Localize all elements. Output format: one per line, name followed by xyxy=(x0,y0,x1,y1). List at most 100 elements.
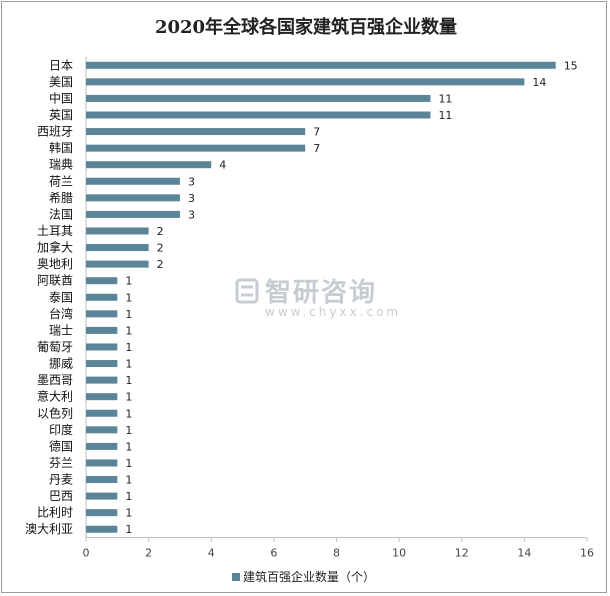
x-tick-label: 6 xyxy=(270,547,277,560)
x-tick-label: 10 xyxy=(392,547,406,560)
chart-title: 2020年全球各国家建筑百强企业数量 xyxy=(155,16,457,38)
x-tick-label: 12 xyxy=(455,547,469,560)
value-label: 3 xyxy=(188,208,195,221)
bar xyxy=(86,492,118,500)
category-label: 英国 xyxy=(49,108,73,122)
bar xyxy=(86,310,118,318)
category-label: 挪威 xyxy=(49,357,73,371)
value-label: 1 xyxy=(125,424,132,437)
bar xyxy=(86,525,118,533)
value-label: 1 xyxy=(125,374,132,387)
x-tick-label: 16 xyxy=(580,547,594,560)
bar xyxy=(86,227,149,235)
bar xyxy=(86,61,556,69)
bar xyxy=(86,376,118,384)
value-label: 1 xyxy=(125,391,132,404)
bar xyxy=(86,393,118,401)
value-label: 1 xyxy=(125,474,132,487)
value-label: 1 xyxy=(125,440,132,453)
bar xyxy=(86,94,431,102)
category-label: 芬兰 xyxy=(49,456,73,470)
value-label: 3 xyxy=(188,175,195,188)
bar xyxy=(86,277,118,285)
bar xyxy=(86,78,525,86)
watermark-url: www.chyxx.com xyxy=(265,305,401,319)
watermark-name: 智研咨询 xyxy=(265,277,377,308)
value-label: 3 xyxy=(188,192,195,205)
bar xyxy=(86,509,118,517)
bar xyxy=(86,111,431,119)
bar xyxy=(86,293,118,301)
category-label: 台湾 xyxy=(49,306,73,321)
value-label: 1 xyxy=(125,275,132,288)
value-label: 1 xyxy=(125,457,132,470)
category-label: 丹麦 xyxy=(49,473,73,487)
legend-label: 建筑百强企业数量（个） xyxy=(243,569,375,584)
bar xyxy=(86,326,118,334)
value-label: 7 xyxy=(313,142,320,155)
category-label: 泰国 xyxy=(49,290,73,304)
bar xyxy=(86,476,118,484)
category-label: 阿联酋 xyxy=(37,273,73,288)
x-tick-label: 2 xyxy=(145,547,152,560)
bar xyxy=(86,260,149,268)
bar xyxy=(86,128,306,136)
value-label: 1 xyxy=(125,291,132,304)
value-label: 2 xyxy=(157,258,164,271)
x-tick-label: 4 xyxy=(208,547,215,560)
category-label: 中国 xyxy=(49,90,73,105)
bar xyxy=(86,459,118,467)
category-label: 日本 xyxy=(49,58,73,72)
value-label: 1 xyxy=(125,523,132,536)
category-label: 韩国 xyxy=(49,140,73,155)
category-label: 以色列 xyxy=(37,406,73,420)
bar xyxy=(86,442,118,450)
value-label: 1 xyxy=(125,407,132,420)
bar xyxy=(86,343,118,351)
category-label: 德国 xyxy=(49,438,73,453)
watermark-logo-icon xyxy=(235,278,259,304)
value-label: 1 xyxy=(125,358,132,371)
value-label: 4 xyxy=(219,159,226,172)
bar xyxy=(86,426,118,434)
value-label: 1 xyxy=(125,507,132,520)
category-label: 希腊 xyxy=(49,190,73,205)
value-label: 1 xyxy=(125,490,132,503)
category-label: 加拿大 xyxy=(37,240,73,255)
x-tick-label: 14 xyxy=(517,547,531,560)
watermark: 智研咨询 www.chyxx.com xyxy=(235,277,401,319)
legend: 建筑百强企业数量（个） xyxy=(232,569,375,584)
category-label: 土耳其 xyxy=(37,224,73,238)
value-label: 1 xyxy=(125,324,132,337)
x-tick-label: 0 xyxy=(83,547,90,560)
bar xyxy=(86,177,180,185)
category-label: 西班牙 xyxy=(37,125,73,139)
category-label: 瑞典 xyxy=(49,158,73,172)
value-label: 11 xyxy=(438,109,452,122)
value-label: 1 xyxy=(125,308,132,321)
bar xyxy=(86,360,118,368)
legend-swatch xyxy=(232,573,240,581)
category-label: 比利时 xyxy=(37,506,73,520)
category-label: 奥地利 xyxy=(37,257,73,271)
bar xyxy=(86,244,149,252)
bar xyxy=(86,144,306,152)
value-label: 2 xyxy=(157,242,164,255)
value-label: 1 xyxy=(125,341,132,354)
value-label: 11 xyxy=(438,92,452,105)
category-label: 印度 xyxy=(49,422,73,437)
category-label: 瑞士 xyxy=(49,323,73,337)
value-label: 14 xyxy=(532,76,546,89)
category-label: 法国 xyxy=(49,207,73,221)
category-label: 巴西 xyxy=(49,489,73,503)
bar xyxy=(86,194,180,202)
bar xyxy=(86,161,212,169)
value-label: 2 xyxy=(157,225,164,238)
category-label: 墨西哥 xyxy=(37,373,73,387)
category-label: 澳大利亚 xyxy=(25,522,73,536)
bar xyxy=(86,210,180,218)
bar xyxy=(86,409,118,417)
category-label: 葡萄牙 xyxy=(37,340,73,354)
value-label: 7 xyxy=(313,126,320,139)
